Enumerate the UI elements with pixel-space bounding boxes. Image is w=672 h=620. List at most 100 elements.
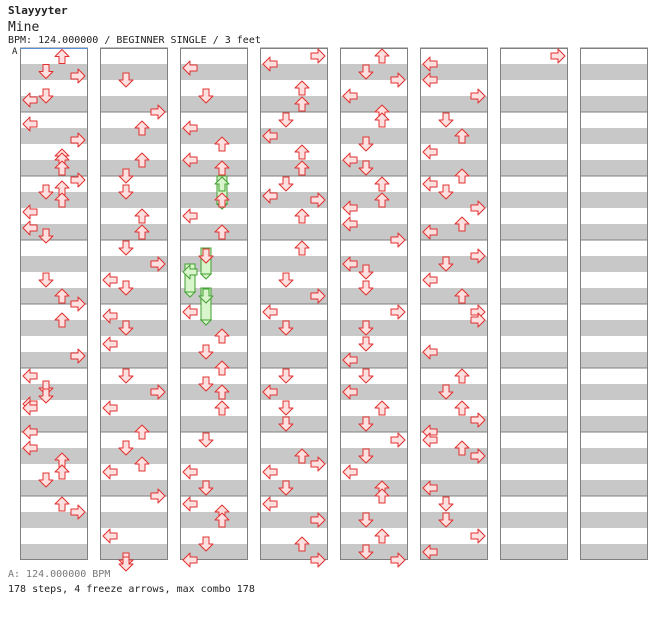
up-arrow-icon-shape bbox=[214, 360, 230, 376]
down-arrow-icon-shape bbox=[438, 256, 454, 272]
beat-stripe bbox=[20, 544, 88, 560]
down-arrow-icon-shape bbox=[438, 112, 454, 128]
beat-stripe bbox=[20, 160, 88, 176]
beat-stripe bbox=[260, 64, 328, 80]
down-arrow-icon bbox=[278, 320, 294, 336]
down-arrow-icon-shape bbox=[118, 556, 134, 572]
down-arrow-icon bbox=[38, 388, 54, 404]
freeze-head-arrow-icon-shape bbox=[198, 288, 214, 304]
left-arrow-icon-shape bbox=[22, 368, 38, 384]
beat-stripe bbox=[180, 224, 248, 240]
right-arrow-icon bbox=[70, 504, 86, 520]
beat-stripe bbox=[180, 288, 248, 304]
down-arrow-icon bbox=[358, 368, 374, 384]
right-arrow-icon-shape bbox=[470, 448, 486, 464]
left-arrow-icon bbox=[182, 496, 198, 512]
up-arrow-icon-shape bbox=[294, 208, 310, 224]
beat-stripe bbox=[340, 192, 408, 208]
left-arrow-icon bbox=[22, 116, 38, 132]
up-arrow-icon-shape bbox=[454, 440, 470, 456]
beat-stripe bbox=[20, 256, 88, 272]
beat-stripe bbox=[580, 192, 648, 208]
down-arrow-icon bbox=[118, 320, 134, 336]
up-arrow-icon bbox=[454, 400, 470, 416]
beat-stripe bbox=[580, 160, 648, 176]
up-arrow-icon bbox=[54, 160, 70, 176]
beat-stripe bbox=[260, 224, 328, 240]
down-arrow-icon bbox=[358, 544, 374, 560]
down-arrow-icon-shape bbox=[118, 72, 134, 88]
up-arrow-icon bbox=[214, 360, 230, 376]
right-arrow-icon bbox=[310, 512, 326, 528]
left-arrow-icon-shape bbox=[22, 116, 38, 132]
left-arrow-icon bbox=[22, 92, 38, 108]
up-arrow-icon-shape bbox=[134, 152, 150, 168]
right-arrow-icon-shape bbox=[70, 296, 86, 312]
up-arrow-icon bbox=[294, 96, 310, 112]
down-arrow-icon bbox=[358, 280, 374, 296]
down-arrow-icon bbox=[38, 228, 54, 244]
beat-stripe bbox=[340, 416, 408, 432]
beat-stripe bbox=[180, 256, 248, 272]
up-arrow-icon bbox=[54, 288, 70, 304]
beat-stripe bbox=[500, 256, 568, 272]
up-arrow-icon-shape bbox=[214, 136, 230, 152]
left-arrow-icon-shape bbox=[182, 208, 198, 224]
down-arrow-icon-shape bbox=[198, 480, 214, 496]
right-arrow-icon bbox=[390, 232, 406, 248]
down-arrow-icon bbox=[438, 512, 454, 528]
up-arrow-icon bbox=[134, 456, 150, 472]
up-arrow-icon-shape bbox=[54, 160, 70, 176]
left-arrow-icon-shape bbox=[22, 440, 38, 456]
down-arrow-icon bbox=[358, 264, 374, 280]
down-arrow-icon bbox=[358, 160, 374, 176]
up-arrow-icon bbox=[214, 384, 230, 400]
left-arrow-icon-shape bbox=[422, 272, 438, 288]
beat-stripe bbox=[340, 384, 408, 400]
down-arrow-icon bbox=[118, 556, 134, 572]
left-arrow-icon-shape bbox=[422, 344, 438, 360]
down-arrow-icon-shape bbox=[38, 64, 54, 79]
up-arrow-icon-shape bbox=[454, 288, 470, 304]
right-arrow-icon bbox=[150, 488, 166, 504]
freeze-head-arrow-icon-shape bbox=[182, 264, 198, 280]
beat-stripe bbox=[580, 224, 648, 240]
up-arrow-icon-shape bbox=[214, 384, 230, 400]
left-arrow-icon bbox=[422, 432, 438, 448]
down-arrow-icon-shape bbox=[438, 496, 454, 512]
measure-column-border bbox=[500, 48, 568, 560]
beat-stripe bbox=[420, 160, 488, 176]
beat-stripe bbox=[500, 96, 568, 112]
down-arrow-icon bbox=[198, 376, 214, 392]
left-arrow-icon bbox=[262, 384, 278, 400]
right-arrow-icon bbox=[470, 88, 486, 104]
beat-stripe bbox=[100, 128, 168, 144]
up-arrow-icon bbox=[374, 176, 390, 192]
freeze-tail-icon bbox=[183, 291, 197, 298]
beat-stripe bbox=[500, 416, 568, 432]
up-arrow-icon bbox=[374, 112, 390, 128]
beat-stripe bbox=[580, 512, 648, 528]
right-arrow-icon bbox=[470, 412, 486, 428]
up-arrow-icon bbox=[54, 49, 70, 64]
beat-stripe bbox=[500, 224, 568, 240]
beat-stripe bbox=[260, 480, 328, 496]
beat-stripe bbox=[340, 544, 408, 560]
beat-stripe bbox=[340, 160, 408, 176]
beat-stripe bbox=[20, 288, 88, 304]
right-arrow-icon bbox=[310, 288, 326, 304]
down-arrow-icon bbox=[358, 64, 374, 80]
beat-stripe bbox=[500, 320, 568, 336]
beat-stripe bbox=[580, 544, 648, 560]
down-arrow-icon-shape bbox=[278, 320, 294, 336]
left-arrow-icon-shape bbox=[182, 120, 198, 136]
beat-stripe bbox=[20, 416, 88, 432]
down-arrow-icon-shape bbox=[118, 368, 134, 384]
beat-stripe bbox=[180, 320, 248, 336]
down-arrow-icon bbox=[38, 64, 54, 79]
down-arrow-icon bbox=[438, 112, 454, 128]
up-arrow-icon-shape bbox=[374, 528, 390, 544]
left-arrow-icon bbox=[422, 544, 438, 560]
beat-stripe bbox=[100, 96, 168, 112]
right-arrow-icon-shape bbox=[390, 72, 406, 88]
